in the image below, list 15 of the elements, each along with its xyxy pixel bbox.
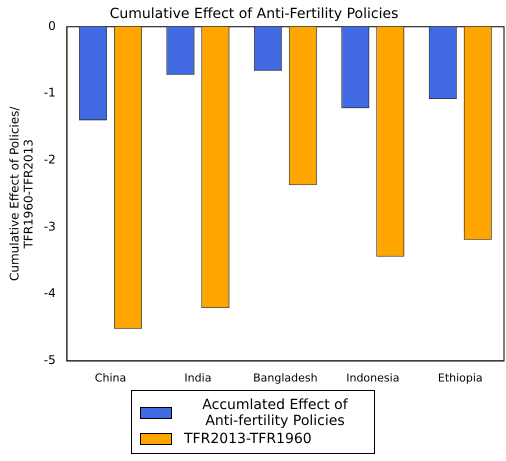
x-tick-label: Indonesia	[346, 371, 400, 384]
x-tick-label: China	[94, 371, 126, 384]
x-tick-label: Bangladesh	[253, 371, 318, 384]
chart-title: Cumulative Effect of Anti-Fertility Policies	[110, 6, 398, 22]
y-tick-label: -5	[44, 352, 56, 367]
y-tick-label: -4	[44, 286, 56, 300]
y-tick-label: -2	[44, 152, 56, 167]
y-tick-label: -1	[44, 86, 56, 100]
x-tick-label: Ethiopia	[438, 371, 483, 384]
legend-label: TFR2013-TFR1960	[184, 431, 312, 447]
legend-label: Accumlated Effect of Anti-fertility Policies	[201, 397, 349, 429]
x-tick-label: India	[184, 371, 212, 384]
y-tick-label: 0	[48, 18, 56, 33]
y-tick-label: -3	[44, 219, 56, 234]
y-axis-title: Cumulative Effect of Policies/ TFR1960-TFR2013	[7, 106, 36, 282]
